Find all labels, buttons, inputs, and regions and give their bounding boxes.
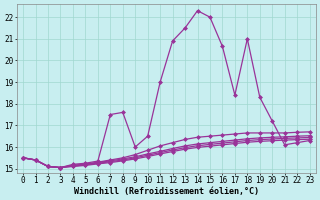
X-axis label: Windchill (Refroidissement éolien,°C): Windchill (Refroidissement éolien,°C) [74,187,259,196]
